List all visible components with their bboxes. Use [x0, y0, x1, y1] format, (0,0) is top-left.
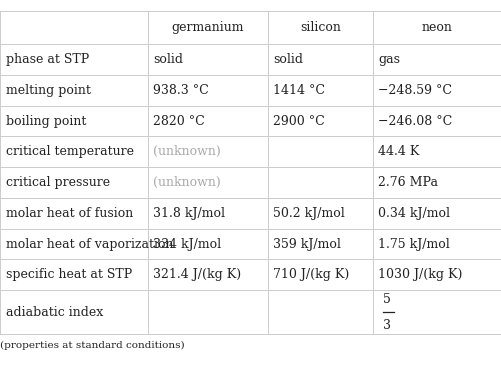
Text: melting point: melting point: [6, 84, 91, 97]
Text: −248.59 °C: −248.59 °C: [378, 84, 452, 97]
Text: 2820 °C: 2820 °C: [153, 115, 204, 128]
Text: (unknown): (unknown): [153, 146, 220, 158]
Text: neon: neon: [422, 21, 452, 34]
Text: 2.76 MPa: 2.76 MPa: [378, 176, 438, 189]
Text: 710 J/(kg K): 710 J/(kg K): [273, 268, 349, 281]
Text: solid: solid: [153, 53, 183, 66]
Text: phase at STP: phase at STP: [6, 53, 89, 66]
Text: −246.08 °C: −246.08 °C: [378, 115, 452, 128]
Text: specific heat at STP: specific heat at STP: [6, 268, 132, 281]
Text: 1030 J/(kg K): 1030 J/(kg K): [378, 268, 462, 281]
Text: 50.2 kJ/mol: 50.2 kJ/mol: [273, 207, 345, 220]
Text: critical temperature: critical temperature: [6, 146, 134, 158]
Text: (unknown): (unknown): [153, 176, 220, 189]
Text: 3: 3: [383, 319, 391, 332]
Text: boiling point: boiling point: [6, 115, 86, 128]
Text: 1414 °C: 1414 °C: [273, 84, 325, 97]
Text: 44.4 K: 44.4 K: [378, 146, 420, 158]
Text: 321.4 J/(kg K): 321.4 J/(kg K): [153, 268, 241, 281]
Text: silicon: silicon: [300, 21, 341, 34]
Text: gas: gas: [378, 53, 400, 66]
Text: adiabatic index: adiabatic index: [6, 306, 103, 319]
Text: critical pressure: critical pressure: [6, 176, 110, 189]
Text: 1.75 kJ/mol: 1.75 kJ/mol: [378, 238, 450, 250]
Text: (properties at standard conditions): (properties at standard conditions): [0, 341, 185, 350]
Text: molar heat of fusion: molar heat of fusion: [6, 207, 133, 220]
Text: molar heat of vaporization: molar heat of vaporization: [6, 238, 173, 250]
Text: 2900 °C: 2900 °C: [273, 115, 325, 128]
Text: 31.8 kJ/mol: 31.8 kJ/mol: [153, 207, 225, 220]
Text: solid: solid: [273, 53, 303, 66]
Text: 938.3 °C: 938.3 °C: [153, 84, 208, 97]
Text: 334 kJ/mol: 334 kJ/mol: [153, 238, 221, 250]
Text: 5: 5: [383, 292, 391, 306]
Text: 0.34 kJ/mol: 0.34 kJ/mol: [378, 207, 450, 220]
Text: 359 kJ/mol: 359 kJ/mol: [273, 238, 341, 250]
Text: germanium: germanium: [172, 21, 244, 34]
